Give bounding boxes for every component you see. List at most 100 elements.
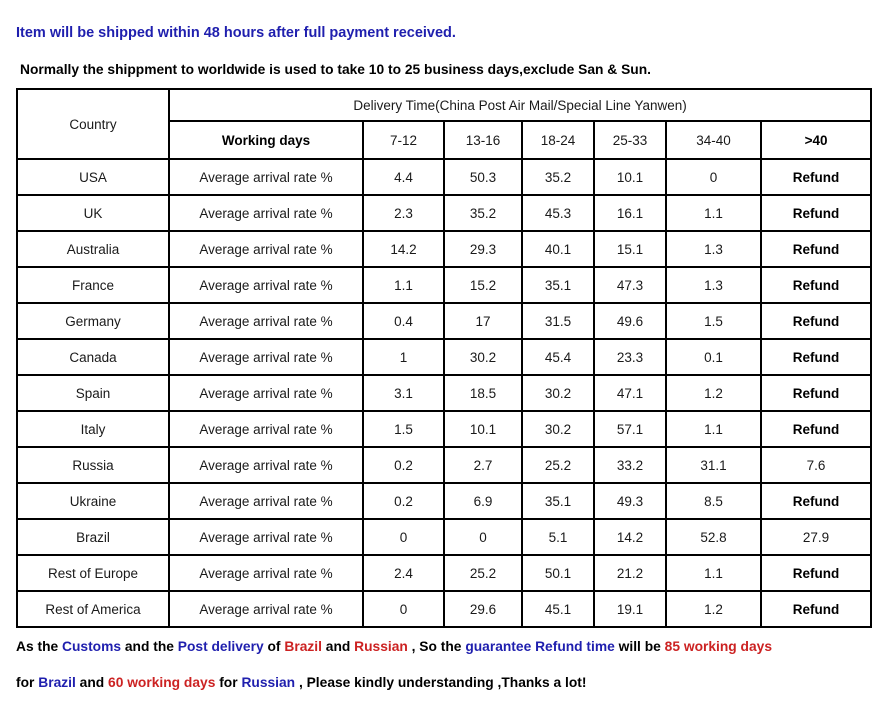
shipping-duration-note: Normally the shippment to worldwide is u…	[20, 62, 651, 77]
rate-cell-34-40: 52.8	[665, 518, 762, 556]
rate-cell-25-33: 19.1	[593, 590, 667, 628]
subheader-days-over-40: >40	[759, 120, 873, 160]
styled-text-segment: 85 working days	[664, 639, 773, 654]
metric-label-cell: Average arrival rate %	[168, 554, 364, 592]
country-row: Canada Average arrival rate % 1 30.2 45.…	[16, 338, 873, 376]
rate-cell-13-16: 25.2	[443, 554, 523, 592]
country-row: Germany Average arrival rate % 0.4 17 31…	[16, 302, 873, 340]
rate-cell-25-33: 47.1	[593, 374, 667, 412]
rate-cell-7-12: 1	[362, 338, 445, 376]
rate-cell-34-40: 1.3	[665, 266, 762, 304]
styled-text-segment: of	[263, 639, 285, 654]
rate-cell-18-24: 35.1	[521, 266, 595, 304]
rate-cell-18-24: 50.1	[521, 554, 595, 592]
table-header: Country Delivery Time(China Post Air Mai…	[16, 88, 873, 160]
styled-text-segment: Brazil	[284, 639, 322, 654]
rate-cell-7-12: 0	[362, 590, 445, 628]
table-body: USA Average arrival rate % 4.4 50.3 35.2…	[16, 158, 873, 628]
metric-label-cell: Average arrival rate %	[168, 230, 364, 268]
metric-label-cell: Average arrival rate %	[168, 374, 364, 412]
rate-cell-18-24: 45.4	[521, 338, 595, 376]
rate-cell-13-16: 15.2	[443, 266, 523, 304]
country-cell: Germany	[16, 302, 170, 340]
rate-cell-25-33: 23.3	[593, 338, 667, 376]
rate-cell-13-16: 2.7	[443, 446, 523, 484]
metric-label-cell: Average arrival rate %	[168, 410, 364, 448]
country-row: France Average arrival rate % 1.1 15.2 3…	[16, 266, 873, 304]
rate-cell-7-12: 2.4	[362, 554, 445, 592]
subheader-working-days: Working days	[168, 120, 364, 160]
rate-cell-25-33: 49.3	[593, 482, 667, 520]
rate-cell-34-40: 1.1	[665, 410, 762, 448]
subheader-days-34-40: 34-40	[665, 120, 762, 160]
subheader-days-25-33: 25-33	[593, 120, 667, 160]
metric-label-cell: Average arrival rate %	[168, 482, 364, 520]
country-cell: Italy	[16, 410, 170, 448]
rate-cell-34-40: 1.1	[665, 194, 762, 232]
table-subheader-row: Working days 7-12 13-16 18-24 25-33 34-4…	[17, 120, 873, 160]
country-cell: UK	[16, 194, 170, 232]
rate-cell-34-40: 31.1	[665, 446, 762, 484]
rate-cell-13-16: 0	[443, 518, 523, 556]
rate-cell-34-40: 1.3	[665, 230, 762, 268]
rate-cell-over-40: Refund	[759, 590, 873, 628]
styled-text-segment: , So the	[407, 639, 466, 654]
metric-label-cell: Average arrival rate %	[168, 266, 364, 304]
rate-cell-25-33: 16.1	[593, 194, 667, 232]
rate-cell-25-33: 33.2	[593, 446, 667, 484]
styled-text-segment: guarantee Refund time	[465, 639, 615, 654]
rate-cell-7-12: 0.2	[362, 446, 445, 484]
rate-cell-13-16: 35.2	[443, 194, 523, 232]
rate-cell-over-40: Refund	[759, 410, 873, 448]
country-row: Rest of Europe Average arrival rate % 2.…	[16, 554, 873, 592]
table-title-row: Country Delivery Time(China Post Air Mai…	[16, 88, 873, 160]
rate-cell-34-40: 1.1	[665, 554, 762, 592]
metric-label-cell: Average arrival rate %	[168, 158, 364, 196]
rate-cell-25-33: 47.3	[593, 266, 667, 304]
rate-cell-34-40: 1.2	[665, 590, 762, 628]
rate-cell-13-16: 6.9	[443, 482, 523, 520]
rate-cell-over-40: Refund	[759, 302, 873, 340]
metric-label-cell: Average arrival rate %	[168, 302, 364, 340]
styled-text-segment: will be	[614, 639, 665, 654]
styled-text-segment: and	[321, 639, 355, 654]
rate-cell-18-24: 30.2	[521, 410, 595, 448]
styled-text-segment: 60 working days	[108, 675, 216, 690]
rate-cell-over-40: Refund	[759, 266, 873, 304]
rate-cell-25-33: 14.2	[593, 518, 667, 556]
styled-text-segment: and	[75, 675, 109, 690]
metric-label-cell: Average arrival rate %	[168, 446, 364, 484]
rate-cell-7-12: 0.4	[362, 302, 445, 340]
rate-cell-over-40: 7.6	[759, 446, 873, 484]
subheader-days-7-12: 7-12	[362, 120, 445, 160]
refund-policy-line-1: As the Customs and the Post delivery of …	[16, 628, 883, 654]
rate-cell-7-12: 2.3	[362, 194, 445, 232]
rate-cell-13-16: 29.3	[443, 230, 523, 268]
rate-cell-18-24: 31.5	[521, 302, 595, 340]
metric-label-cell: Average arrival rate %	[168, 194, 364, 232]
styled-text-segment: Brazil	[38, 675, 76, 690]
rate-cell-25-33: 15.1	[593, 230, 667, 268]
delivery-time-table: Country Delivery Time(China Post Air Mai…	[16, 88, 873, 628]
styled-text-segment: for	[215, 675, 242, 690]
rate-cell-18-24: 35.2	[521, 158, 595, 196]
rate-cell-25-33: 21.2	[593, 554, 667, 592]
country-row: Spain Average arrival rate % 3.1 18.5 30…	[16, 374, 873, 412]
country-row: Italy Average arrival rate % 1.5 10.1 30…	[16, 410, 873, 448]
shipping-info-panel: Item will be shipped within 48 hours aft…	[16, 25, 883, 690]
shipping-dispatch-note: Item will be shipped within 48 hours aft…	[16, 25, 456, 41]
rate-cell-18-24: 40.1	[521, 230, 595, 268]
country-cell: Australia	[16, 230, 170, 268]
rate-cell-7-12: 1.1	[362, 266, 445, 304]
styled-text-segment: , Please kindly understanding ,Thanks a …	[295, 675, 587, 690]
rate-cell-18-24: 45.3	[521, 194, 595, 232]
country-row: Russia Average arrival rate % 0.2 2.7 25…	[16, 446, 873, 484]
rate-cell-13-16: 50.3	[443, 158, 523, 196]
rate-cell-7-12: 3.1	[362, 374, 445, 412]
rate-cell-7-12: 0	[362, 518, 445, 556]
country-cell: Brazil	[16, 518, 170, 556]
rate-cell-18-24: 35.1	[521, 482, 595, 520]
rate-cell-34-40: 0.1	[665, 338, 762, 376]
rate-cell-18-24: 5.1	[521, 518, 595, 556]
rate-cell-13-16: 17	[443, 302, 523, 340]
